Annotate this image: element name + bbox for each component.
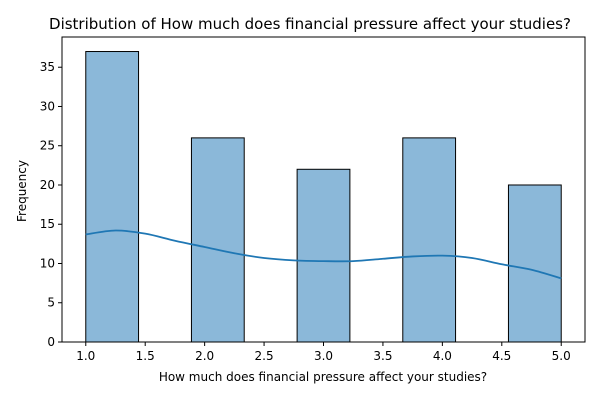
x-tick-label: 3.0 [314,349,333,363]
x-axis-ticks: 1.0 1.5 2.0 2.5 3.0 3.5 4.0 4.5 5.0 [76,342,571,363]
x-tick-label: 4.5 [492,349,511,363]
x-tick-label: 2.5 [255,349,274,363]
y-axis-label: Frequency [15,160,29,222]
x-tick-label: 5.0 [552,349,571,363]
histogram-bar-8 [507,184,562,343]
x-tick-label: 3.5 [373,349,392,363]
bars-group [85,51,562,343]
x-tick-label: 4.0 [433,349,452,363]
y-tick-label: 25 [40,139,55,153]
y-tick-label: 35 [40,60,55,74]
histogram-bar-6 [402,137,457,343]
x-tick-label: 1.5 [136,349,155,363]
y-tick-label: 30 [40,99,55,113]
y-axis-ticks: 0 5 10 15 20 25 30 35 [40,60,62,349]
y-tick-label: 5 [47,296,55,310]
x-axis-label: How much does financial pressure affect … [159,370,487,384]
y-tick-label: 0 [47,335,55,349]
y-tick-label: 20 [40,178,55,192]
chart-title: Distribution of How much does financial … [49,15,571,33]
kde-line [85,229,562,280]
histogram-bar-4 [296,168,351,343]
y-tick-label: 10 [40,256,55,270]
y-tick-label: 15 [40,217,55,231]
histogram-bar-0 [85,51,140,343]
histogram-bar-2 [190,137,245,343]
x-tick-label: 1.0 [76,349,95,363]
x-tick-label: 2.0 [195,349,214,363]
